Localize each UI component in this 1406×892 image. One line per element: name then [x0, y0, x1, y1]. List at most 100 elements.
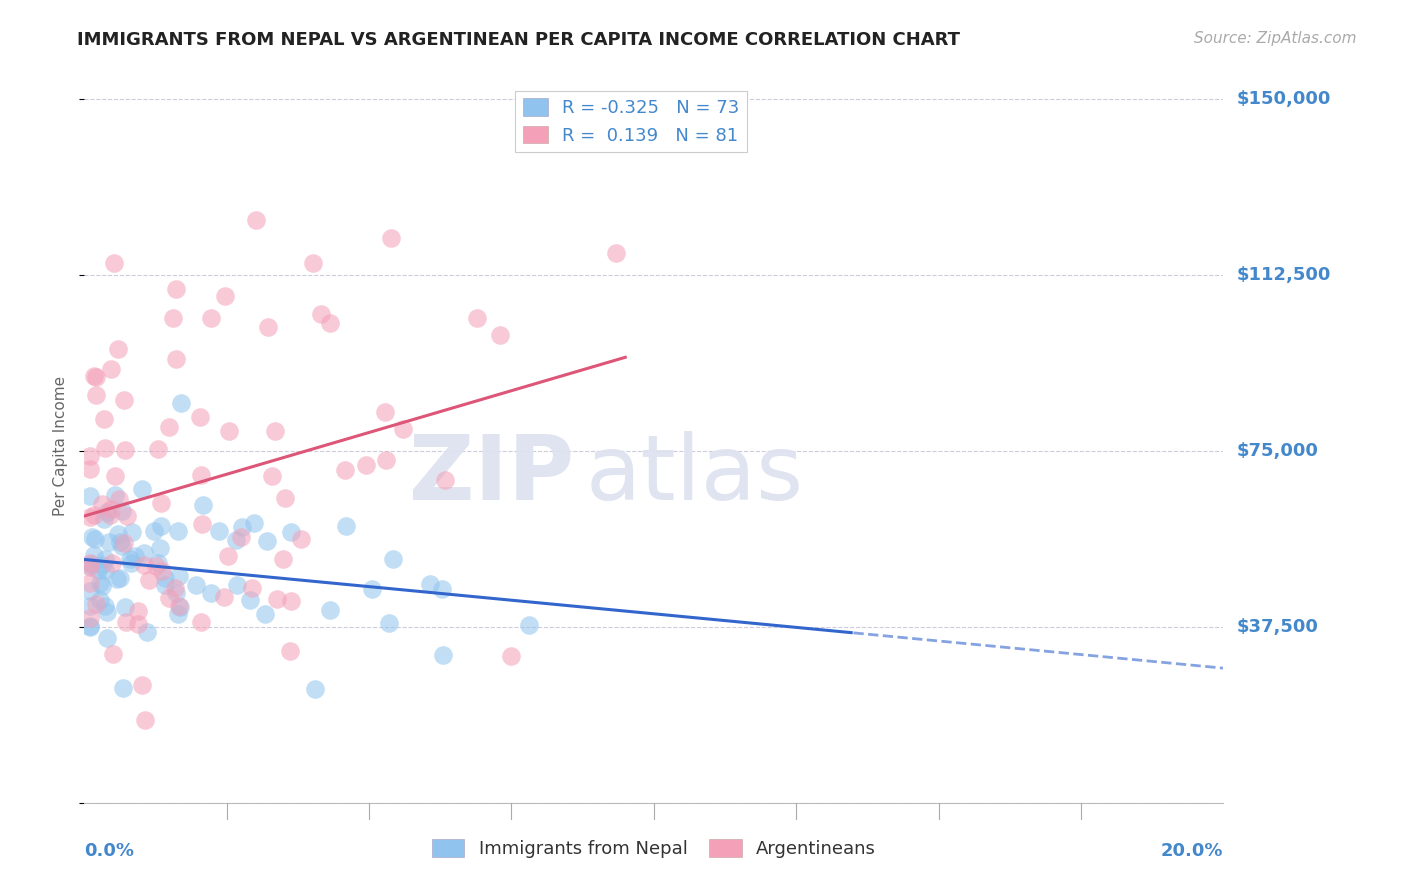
Point: [82, 530, 104, 544]
Point: [90, 578, 112, 592]
Point: [135, 624, 157, 639]
Point: [278, 643, 301, 657]
Point: [184, 578, 207, 592]
Point: [157, 591, 180, 606]
Point: [190, 467, 212, 482]
Point: [89, 592, 111, 607]
Point: [120, 556, 142, 570]
Point: [143, 524, 166, 538]
Point: [121, 524, 143, 539]
Point: [114, 615, 136, 630]
Point: [79, 449, 101, 463]
Point: [114, 600, 136, 615]
Point: [262, 469, 284, 483]
Point: [165, 581, 187, 595]
Point: [257, 320, 280, 334]
Point: [146, 442, 169, 456]
Point: [167, 524, 190, 538]
Point: [162, 310, 184, 325]
Point: [97, 534, 120, 549]
Point: [79, 489, 101, 503]
Point: [132, 546, 155, 560]
Point: [319, 316, 342, 330]
Point: [101, 647, 124, 661]
Point: [605, 246, 627, 260]
Point: [333, 463, 356, 477]
Point: [354, 458, 377, 472]
Point: [153, 571, 176, 585]
Point: [167, 569, 190, 583]
Point: [100, 362, 122, 376]
Point: [381, 552, 404, 566]
Point: [79, 619, 101, 633]
Point: [98, 508, 121, 523]
Point: [165, 586, 187, 600]
Point: [432, 648, 454, 662]
Point: [374, 405, 396, 419]
Point: [103, 256, 125, 270]
Point: [239, 593, 262, 607]
Point: [419, 577, 441, 591]
Point: [131, 482, 153, 496]
Point: [165, 282, 187, 296]
Point: [79, 576, 101, 591]
Point: [79, 509, 101, 524]
Text: $112,500: $112,500: [1237, 266, 1331, 284]
Point: [93, 411, 115, 425]
Point: [118, 552, 141, 566]
Point: [190, 615, 212, 629]
Point: [131, 678, 153, 692]
Point: [517, 618, 540, 632]
Point: [79, 558, 101, 573]
Point: [110, 539, 132, 553]
Point: [378, 615, 401, 630]
Legend: Immigrants from Nepal, Argentineans: Immigrants from Nepal, Argentineans: [425, 831, 883, 865]
Text: 20.0%: 20.0%: [1161, 842, 1223, 860]
Point: [79, 611, 101, 625]
Point: [155, 578, 177, 592]
Point: [169, 599, 191, 614]
Text: IMMIGRANTS FROM NEPAL VS ARGENTINEAN PER CAPITA INCOME CORRELATION CHART: IMMIGRANTS FROM NEPAL VS ARGENTINEAN PER…: [77, 31, 960, 49]
Point: [79, 557, 101, 571]
Point: [309, 307, 332, 321]
Point: [149, 519, 172, 533]
Point: [245, 213, 267, 227]
Point: [225, 533, 247, 547]
Point: [94, 552, 117, 566]
Point: [83, 369, 105, 384]
Text: $37,500: $37,500: [1237, 618, 1319, 636]
Point: [165, 351, 187, 366]
Point: [90, 558, 112, 573]
Point: [191, 498, 214, 512]
Point: [231, 520, 253, 534]
Point: [226, 578, 249, 592]
Point: [108, 570, 131, 584]
Point: [488, 327, 510, 342]
Point: [100, 502, 122, 516]
Text: 0.0%: 0.0%: [84, 842, 135, 860]
Point: [274, 491, 297, 506]
Point: [280, 594, 302, 608]
Point: [84, 597, 107, 611]
Point: [501, 649, 523, 664]
Point: [107, 527, 129, 541]
Point: [200, 586, 222, 600]
Point: [266, 592, 288, 607]
Text: $150,000: $150,000: [1237, 89, 1331, 108]
Point: [301, 256, 323, 270]
Point: [208, 524, 231, 538]
Point: [280, 525, 302, 540]
Point: [104, 488, 127, 502]
Point: [256, 534, 278, 549]
Point: [127, 617, 149, 632]
Point: [112, 392, 135, 407]
Point: [94, 599, 117, 614]
Point: [217, 549, 239, 564]
Point: [107, 342, 129, 356]
Point: [79, 560, 101, 574]
Point: [271, 552, 294, 566]
Point: [84, 388, 107, 402]
Point: [89, 575, 111, 590]
Point: [149, 541, 172, 555]
Point: [96, 605, 118, 619]
